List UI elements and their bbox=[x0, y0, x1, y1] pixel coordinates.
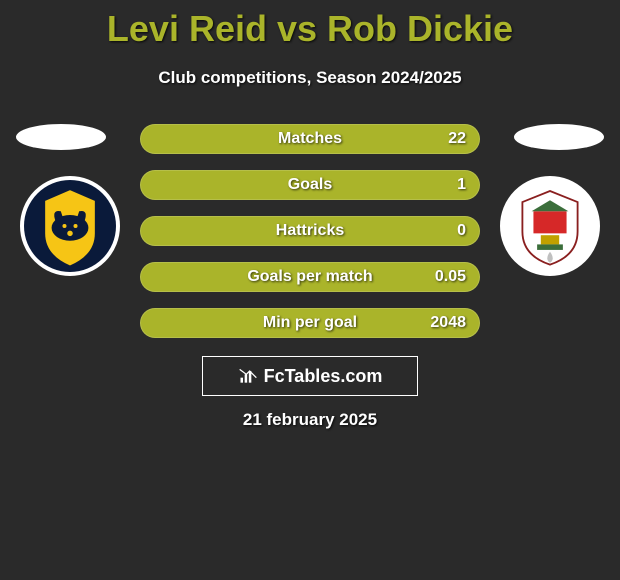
stats-container: Matches 22 Goals 1 Hattricks 0 Goals per match… bbox=[140, 124, 480, 354]
stat-value: 22 bbox=[448, 130, 466, 148]
stat-label: Hattricks bbox=[276, 222, 344, 240]
stat-value: 0.05 bbox=[435, 268, 466, 286]
stat-label: Matches bbox=[278, 130, 342, 148]
stat-value: 0 bbox=[457, 222, 466, 240]
stat-label: Goals per match bbox=[247, 268, 372, 286]
stat-bar: Matches 22 bbox=[140, 124, 480, 154]
subtitle: Club competitions, Season 2024/2025 bbox=[0, 68, 620, 88]
player-head-right bbox=[514, 124, 604, 150]
bristol-city-crest bbox=[500, 176, 600, 276]
brand-text: FcTables.com bbox=[264, 366, 383, 387]
stat-bar: Goals 1 bbox=[140, 170, 480, 200]
stat-label: Min per goal bbox=[263, 314, 357, 332]
stat-label: Goals bbox=[288, 176, 332, 194]
stat-bar: Goals per match 0.05 bbox=[140, 262, 480, 292]
oxford-united-crest bbox=[20, 176, 120, 276]
player-head-left bbox=[16, 124, 106, 150]
date-text: 21 february 2025 bbox=[0, 410, 620, 430]
page-title: Levi Reid vs Rob Dickie bbox=[0, 0, 620, 50]
stat-bar: Min per goal 2048 bbox=[140, 308, 480, 338]
stat-value: 1 bbox=[457, 176, 466, 194]
stat-bar: Hattricks 0 bbox=[140, 216, 480, 246]
bar-chart-icon bbox=[238, 366, 258, 386]
brand-box: FcTables.com bbox=[202, 356, 418, 396]
stat-value: 2048 bbox=[430, 314, 466, 332]
